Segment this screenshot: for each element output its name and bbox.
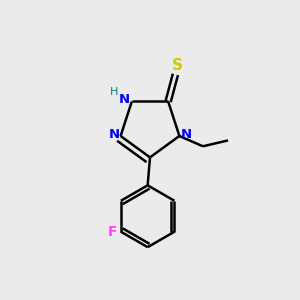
Text: S: S: [171, 58, 182, 73]
Text: H: H: [110, 87, 118, 97]
Text: N: N: [109, 128, 120, 141]
Text: F: F: [107, 225, 117, 239]
Text: N: N: [119, 94, 130, 106]
Text: N: N: [180, 128, 191, 141]
